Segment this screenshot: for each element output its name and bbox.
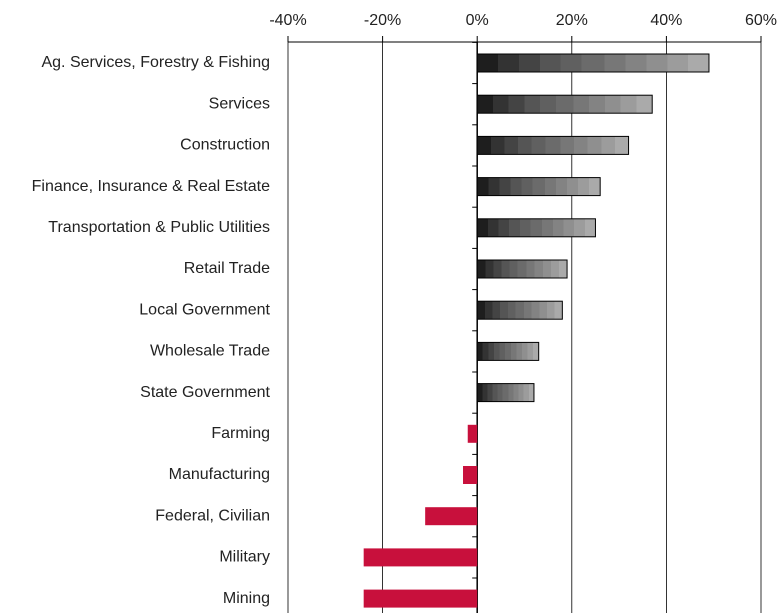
category-label: Local Government [139, 301, 270, 318]
category-label: Ag. Services, Forestry & Fishing [41, 54, 270, 71]
bar [476, 218, 596, 238]
category-label: Manufacturing [169, 466, 270, 483]
x-tick-label: -40% [269, 12, 306, 29]
bar [476, 135, 630, 155]
bar [476, 177, 601, 197]
category-label: Services [209, 95, 270, 112]
bar [476, 94, 653, 114]
category-label: Farming [211, 425, 270, 442]
bar [476, 53, 710, 73]
bar [476, 383, 535, 403]
x-tick-label: -20% [364, 12, 401, 29]
bar [363, 589, 478, 608]
category-label: Military [219, 549, 270, 566]
bar [363, 548, 478, 567]
bar [463, 466, 478, 484]
category-label: Transportation & Public Utilities [48, 219, 270, 236]
x-tick-label: 20% [556, 12, 588, 29]
bar [476, 259, 568, 279]
category-label: Federal, Civilian [155, 507, 270, 524]
bar [467, 424, 478, 443]
category-label: Mining [223, 590, 270, 607]
category-label: State Government [140, 384, 270, 401]
x-tick-label: 0% [466, 12, 489, 29]
x-tick-label: 60% [745, 12, 777, 29]
category-label: Finance, Insurance & Real Estate [32, 178, 270, 195]
category-label: Retail Trade [184, 260, 270, 277]
category-label: Wholesale Trade [150, 343, 270, 360]
bar [425, 507, 478, 526]
x-tick-label: 40% [650, 12, 682, 29]
category-label: Construction [180, 137, 270, 154]
bar [476, 341, 540, 361]
bar [476, 300, 563, 320]
